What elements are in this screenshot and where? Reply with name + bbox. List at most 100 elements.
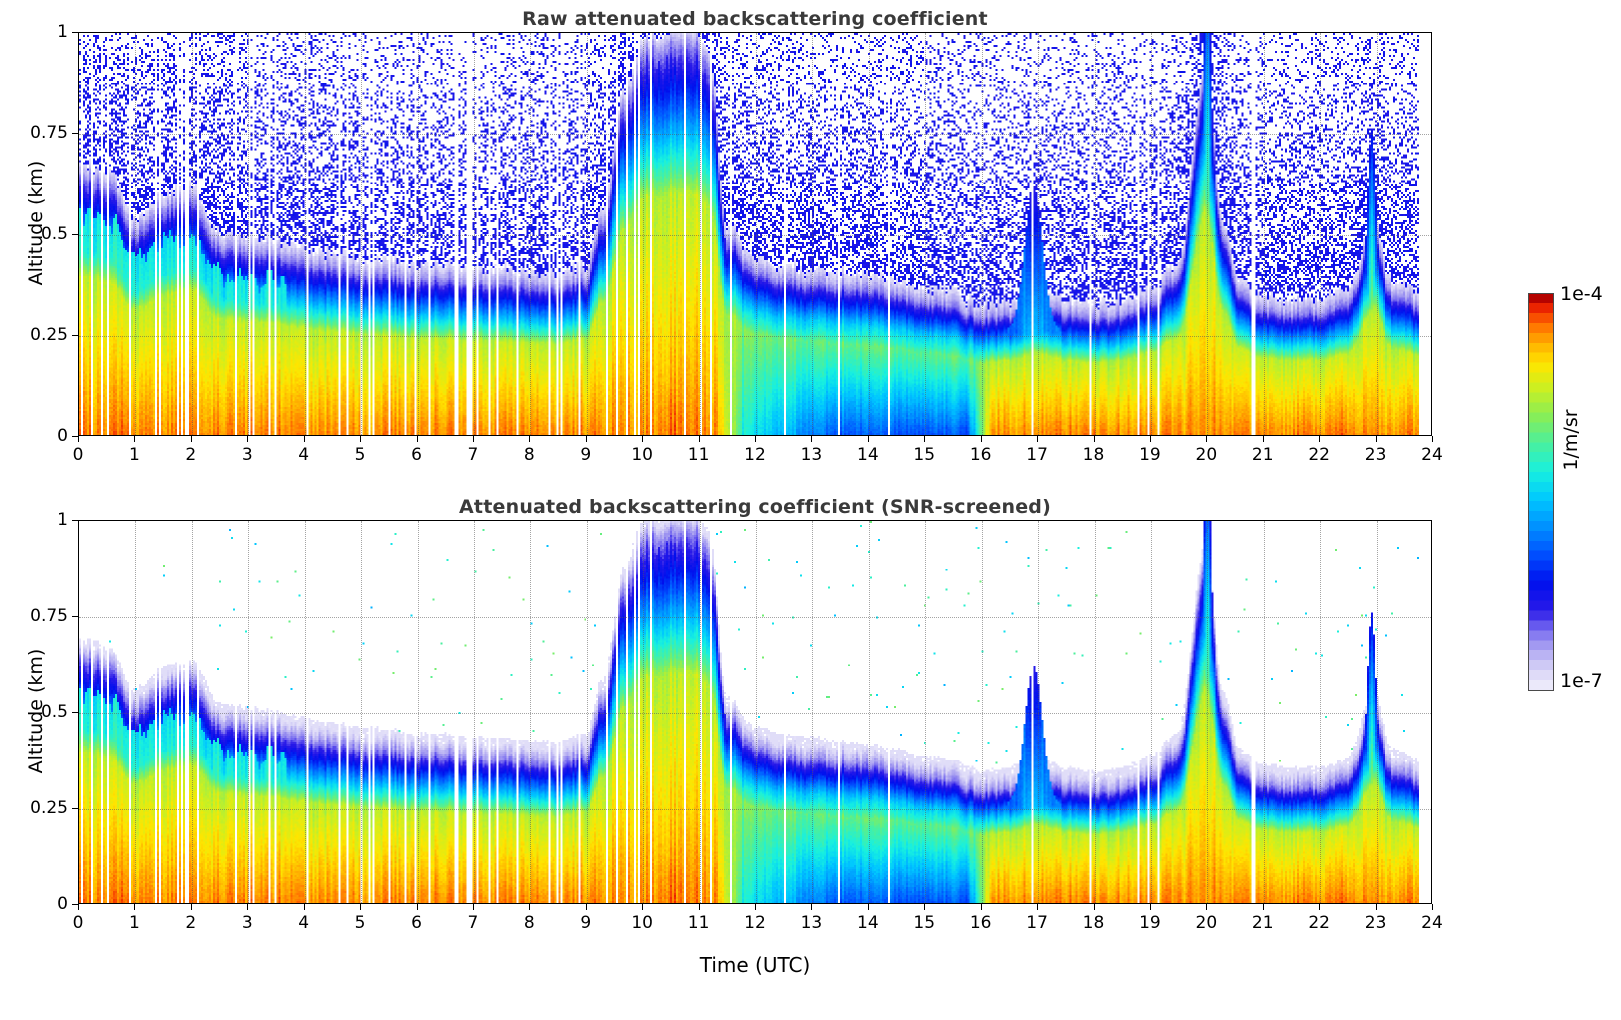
x-tick-label: 17 bbox=[1026, 445, 1048, 465]
x-tick-label: 8 bbox=[523, 445, 535, 465]
x-axis-label-time: Time (UTC) bbox=[699, 953, 811, 977]
x-tick-mark bbox=[1037, 904, 1039, 910]
x-tick-label: 24 bbox=[1421, 445, 1443, 465]
y-tick-mark bbox=[72, 904, 78, 905]
x-tick-label: 14 bbox=[857, 913, 879, 933]
y-tick-mark bbox=[72, 234, 78, 235]
plot-area-raw bbox=[78, 32, 1432, 436]
y-tick-mark bbox=[72, 808, 78, 809]
x-tick-mark bbox=[190, 436, 192, 442]
y-tick-label: 1 bbox=[57, 22, 68, 42]
x-tick-label: 22 bbox=[1308, 913, 1330, 933]
x-tick-label: 20 bbox=[1195, 445, 1218, 465]
heatmap-screened bbox=[79, 521, 1431, 903]
x-tick-label: 7 bbox=[467, 445, 479, 465]
x-tick-mark bbox=[980, 436, 982, 442]
colorbar-min-label: 1e-7 bbox=[1560, 670, 1603, 692]
y-tick-label: 0 bbox=[57, 426, 68, 446]
plot-area-screened bbox=[78, 520, 1432, 904]
x-tick-label: 1 bbox=[128, 913, 140, 933]
x-tick-label: 14 bbox=[857, 445, 879, 465]
x-tick-mark bbox=[416, 436, 418, 442]
y-tick-mark bbox=[72, 616, 78, 617]
x-tick-mark bbox=[924, 436, 926, 442]
x-tick-label: 15 bbox=[913, 445, 936, 465]
x-tick-mark bbox=[303, 904, 305, 910]
x-tick-mark bbox=[360, 904, 362, 910]
y-tick-label: 0.25 bbox=[30, 798, 68, 818]
x-tick-mark bbox=[472, 904, 474, 910]
x-tick-mark bbox=[472, 436, 474, 442]
panel-title-raw: Raw attenuated backscattering coefficien… bbox=[522, 8, 988, 30]
y-axis-label-raw: Altitude (km) bbox=[25, 160, 47, 286]
x-tick-label: 6 bbox=[411, 913, 422, 933]
x-tick-label: 18 bbox=[1082, 913, 1105, 933]
x-tick-mark bbox=[1037, 436, 1039, 442]
x-tick-label: 0 bbox=[72, 913, 84, 933]
x-tick-mark bbox=[1093, 436, 1095, 442]
y-tick-label: 0.25 bbox=[30, 325, 68, 345]
x-tick-label: 1 bbox=[128, 445, 140, 465]
y-tick-label: 0.75 bbox=[30, 606, 68, 626]
x-tick-mark bbox=[1206, 904, 1208, 910]
x-tick-label: 20 bbox=[1195, 913, 1218, 933]
y-tick-mark bbox=[72, 712, 78, 713]
x-tick-mark bbox=[698, 904, 700, 910]
x-tick-label: 10 bbox=[631, 445, 653, 465]
x-tick-label: 16 bbox=[969, 445, 992, 465]
x-tick-mark bbox=[924, 904, 926, 910]
x-tick-mark bbox=[811, 904, 813, 910]
x-tick-mark bbox=[1375, 436, 1377, 442]
x-tick-mark bbox=[755, 436, 756, 442]
x-tick-label: 11 bbox=[687, 913, 710, 933]
x-tick-label: 12 bbox=[744, 913, 766, 933]
x-tick-mark bbox=[78, 436, 79, 442]
x-tick-label: 21 bbox=[1251, 445, 1274, 465]
x-tick-mark bbox=[755, 904, 756, 910]
panel-title-screened: Attenuated backscattering coefficient (S… bbox=[459, 496, 1051, 518]
colorbar-max-label: 1e-4 bbox=[1560, 283, 1603, 305]
x-tick-mark bbox=[1206, 436, 1208, 442]
x-tick-label: 19 bbox=[1139, 913, 1161, 933]
x-tick-label: 22 bbox=[1308, 445, 1330, 465]
x-tick-label: 2 bbox=[185, 913, 197, 933]
x-tick-mark bbox=[1149, 904, 1151, 910]
x-tick-mark bbox=[78, 904, 79, 910]
y-tick-mark bbox=[72, 133, 78, 134]
x-tick-mark bbox=[811, 436, 813, 442]
x-tick-mark bbox=[529, 436, 531, 442]
x-tick-mark bbox=[642, 904, 644, 910]
x-tick-mark bbox=[134, 436, 136, 442]
x-tick-mark bbox=[980, 904, 982, 910]
x-tick-mark bbox=[1375, 904, 1377, 910]
x-tick-label: 0 bbox=[72, 445, 84, 465]
heatmap-raw bbox=[79, 33, 1431, 435]
x-tick-label: 16 bbox=[969, 913, 992, 933]
x-tick-mark bbox=[867, 436, 869, 442]
colorbar-gradient bbox=[1529, 294, 1553, 690]
x-tick-mark bbox=[1319, 436, 1321, 442]
x-tick-mark bbox=[642, 436, 644, 442]
x-tick-label: 9 bbox=[580, 445, 592, 465]
x-tick-label: 10 bbox=[631, 913, 653, 933]
x-tick-label: 3 bbox=[241, 913, 253, 933]
x-tick-mark bbox=[585, 904, 587, 910]
x-tick-label: 15 bbox=[913, 913, 936, 933]
x-tick-mark bbox=[1432, 904, 1433, 910]
x-tick-label: 13 bbox=[800, 913, 823, 933]
x-tick-mark bbox=[1432, 436, 1433, 442]
x-tick-mark bbox=[529, 904, 531, 910]
x-tick-label: 4 bbox=[298, 445, 310, 465]
x-tick-label: 9 bbox=[580, 913, 592, 933]
x-tick-mark bbox=[1319, 904, 1321, 910]
y-tick-label: 0.5 bbox=[40, 224, 68, 244]
x-tick-label: 7 bbox=[467, 913, 479, 933]
x-tick-label: 17 bbox=[1026, 913, 1048, 933]
x-tick-label: 4 bbox=[298, 913, 310, 933]
x-tick-label: 21 bbox=[1251, 913, 1274, 933]
x-tick-label: 5 bbox=[354, 913, 366, 933]
y-tick-mark bbox=[72, 32, 78, 33]
x-tick-label: 23 bbox=[1364, 445, 1387, 465]
colorbar bbox=[1528, 293, 1554, 691]
